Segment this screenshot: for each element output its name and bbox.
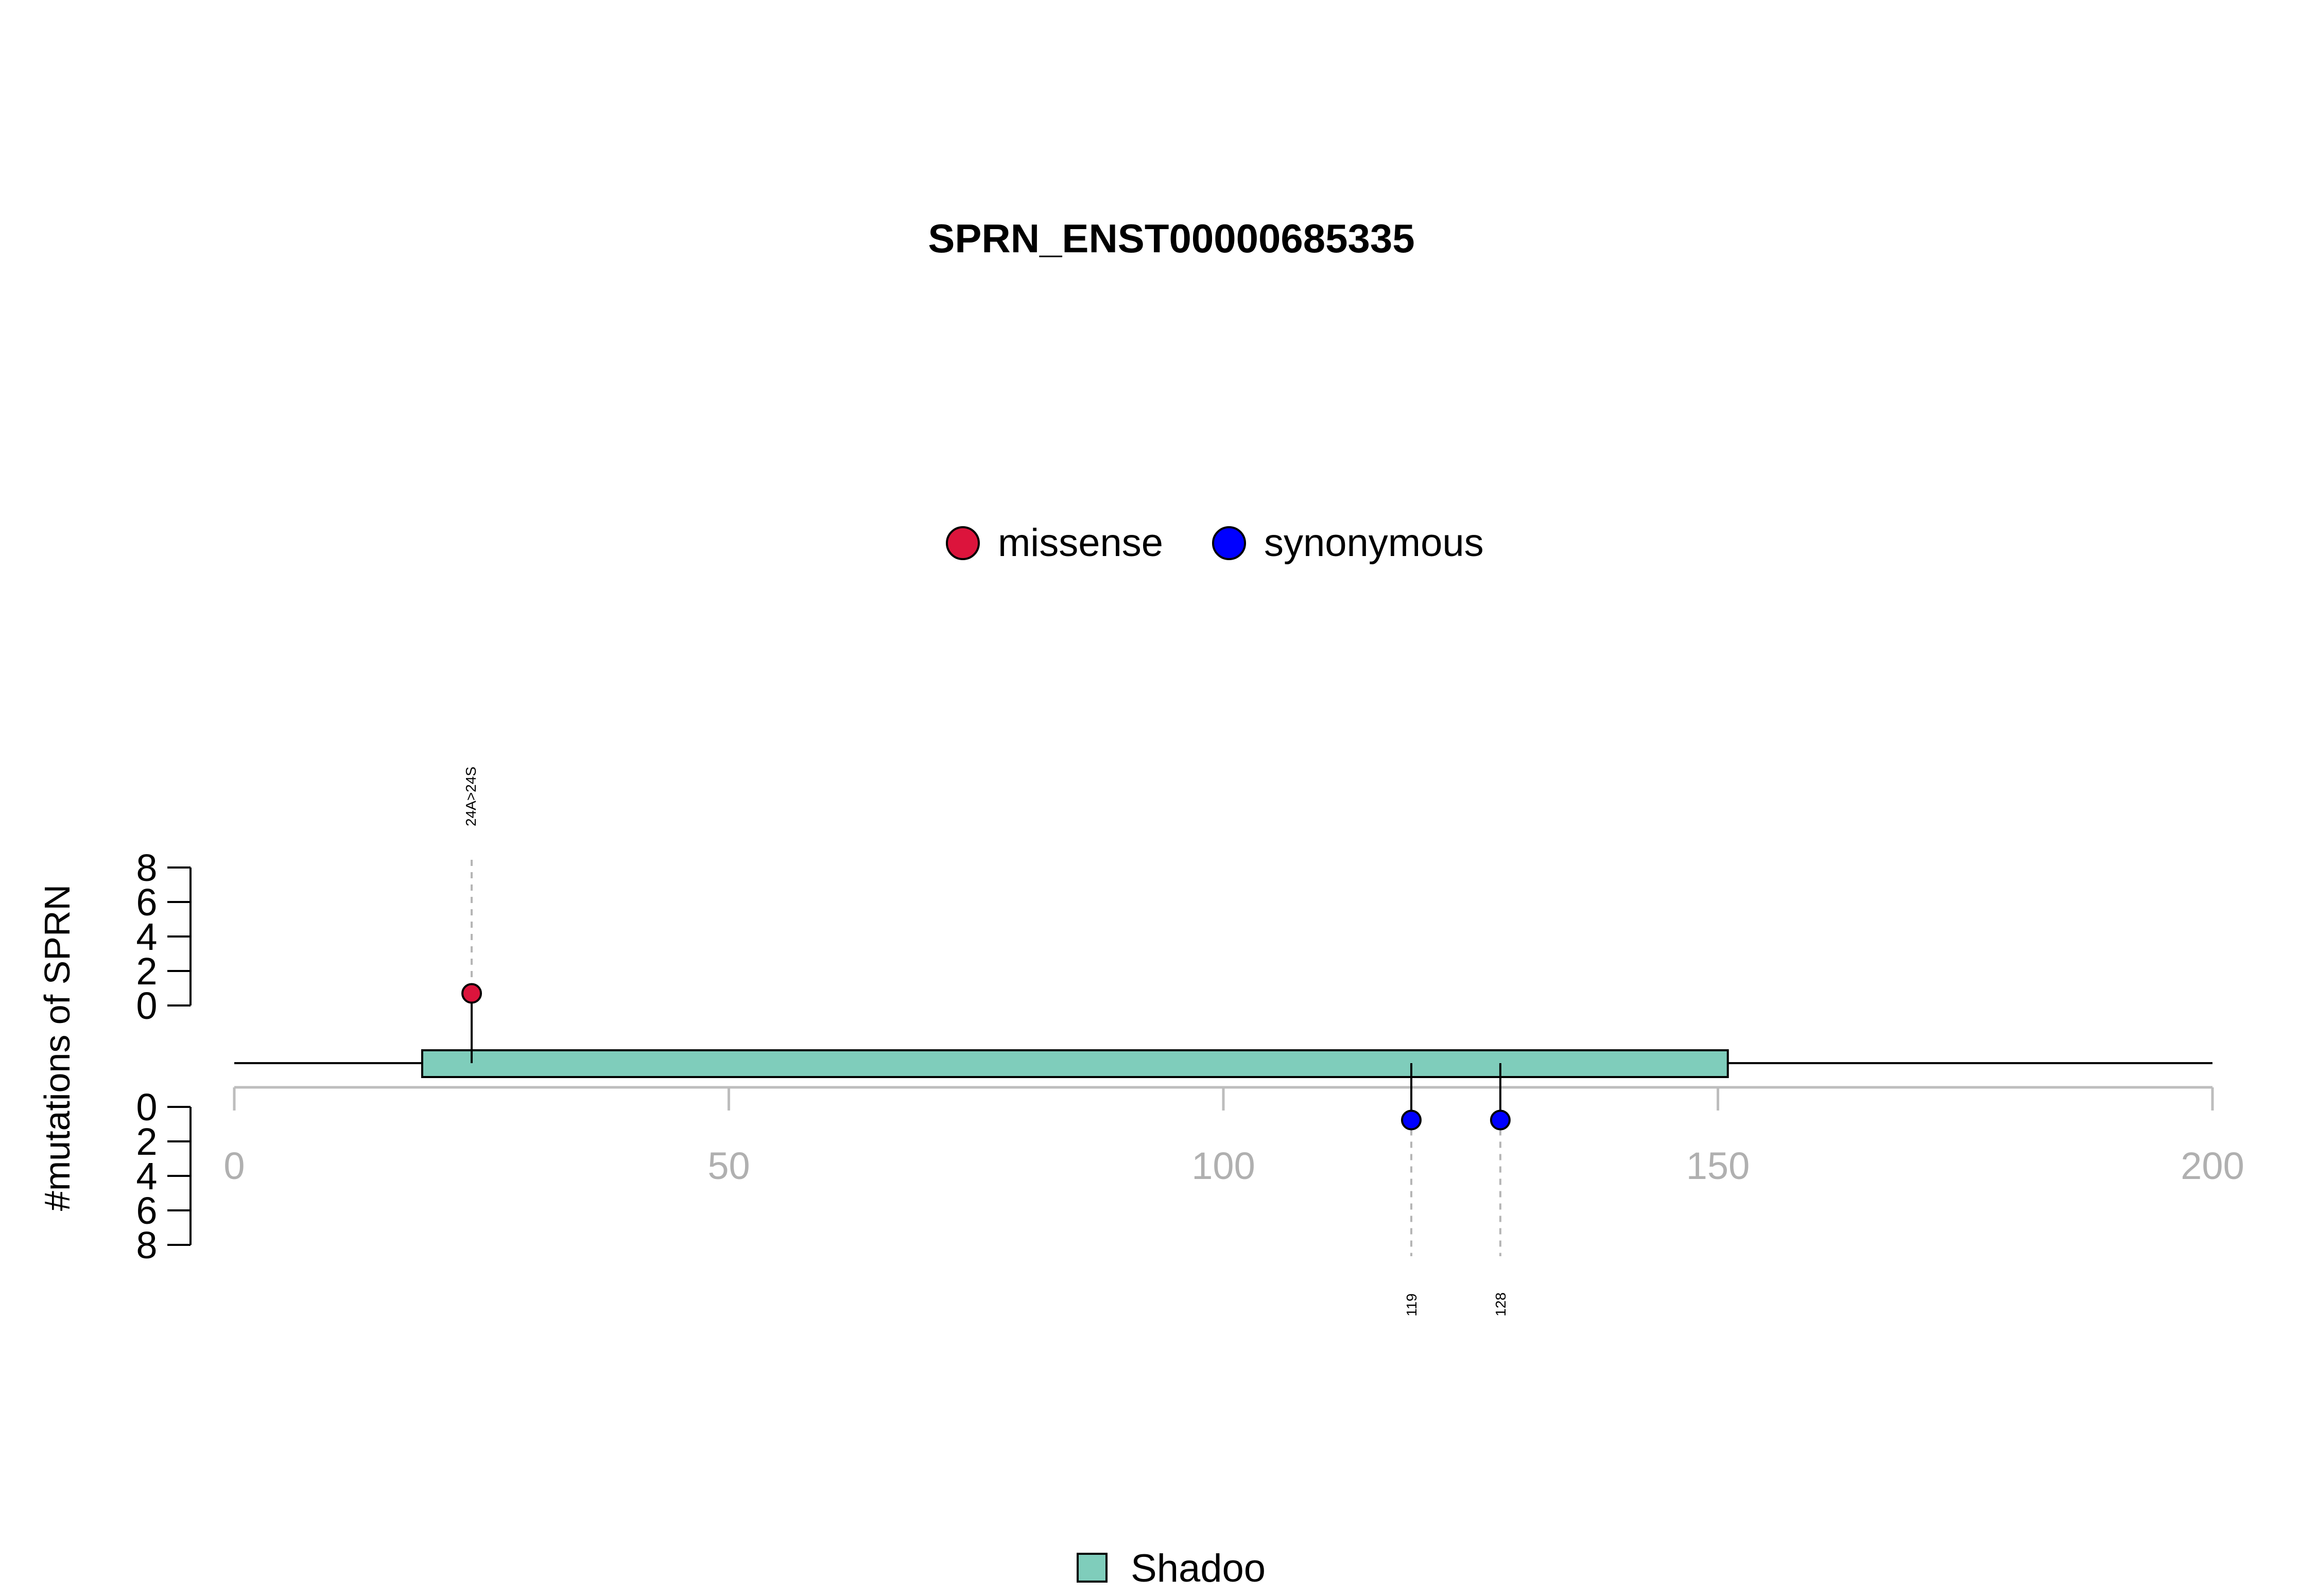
- y-axis-label: #mutations of SPRN: [37, 884, 77, 1211]
- mutation-point-missense: [461, 983, 482, 1004]
- top-legend: missense synonymous: [946, 521, 1484, 565]
- bottom-legend: Shadoo: [1077, 1547, 1266, 1590]
- x-axis-tick-label: 200: [2181, 1144, 2244, 1187]
- x-axis-tick-label: 150: [1686, 1144, 1750, 1187]
- y-axis-top-tick-label: 0: [136, 984, 157, 1027]
- legend-marker-missense: [946, 526, 980, 560]
- y-axis-top-tick-label: 6: [136, 881, 157, 924]
- legend-label-missense: missense: [998, 521, 1163, 565]
- y-axis-top-tick-label: 2: [136, 950, 157, 993]
- x-axis: 0 50 100 150 200: [223, 1086, 2244, 1187]
- x-axis-tick-label: 100: [1191, 1144, 1255, 1187]
- x-axis-tick-label: 50: [707, 1144, 750, 1187]
- legend-marker-synonymous: [1212, 526, 1246, 560]
- mutations: 24A>24S 119 128: [461, 767, 1511, 1316]
- mutation-label: 119: [1404, 1293, 1420, 1316]
- y-axis-top-tick-label: 8: [136, 846, 157, 889]
- chart-title: SPRN_ENST00000685335: [928, 216, 1414, 261]
- mutation-point-synonymous: [1490, 1109, 1511, 1131]
- mutation-label: 128: [1493, 1292, 1509, 1316]
- y-axis-bottom-tick-label: 8: [136, 1224, 157, 1267]
- y-axis-top-tick-label: 4: [136, 915, 157, 958]
- y-axis-bottom-tick-label: 4: [136, 1155, 157, 1198]
- legend-label-Shadoo: Shadoo: [1131, 1547, 1266, 1590]
- domain-Shadoo: [421, 1049, 1729, 1078]
- legend-swatch-undefined: [1077, 1553, 1108, 1583]
- mutation-label: 24A>24S: [463, 767, 479, 826]
- y-axis-bottom-tick-label: 2: [136, 1120, 157, 1163]
- x-axis-tick-label: 0: [223, 1144, 245, 1187]
- y-axis-bottom-tick-label: 0: [136, 1086, 157, 1129]
- domains: [421, 1049, 1729, 1078]
- mutation-point-synonymous: [1400, 1109, 1422, 1131]
- legend-label-synonymous: synonymous: [1264, 521, 1484, 565]
- y-axis-bottom-tick-label: 6: [136, 1189, 157, 1232]
